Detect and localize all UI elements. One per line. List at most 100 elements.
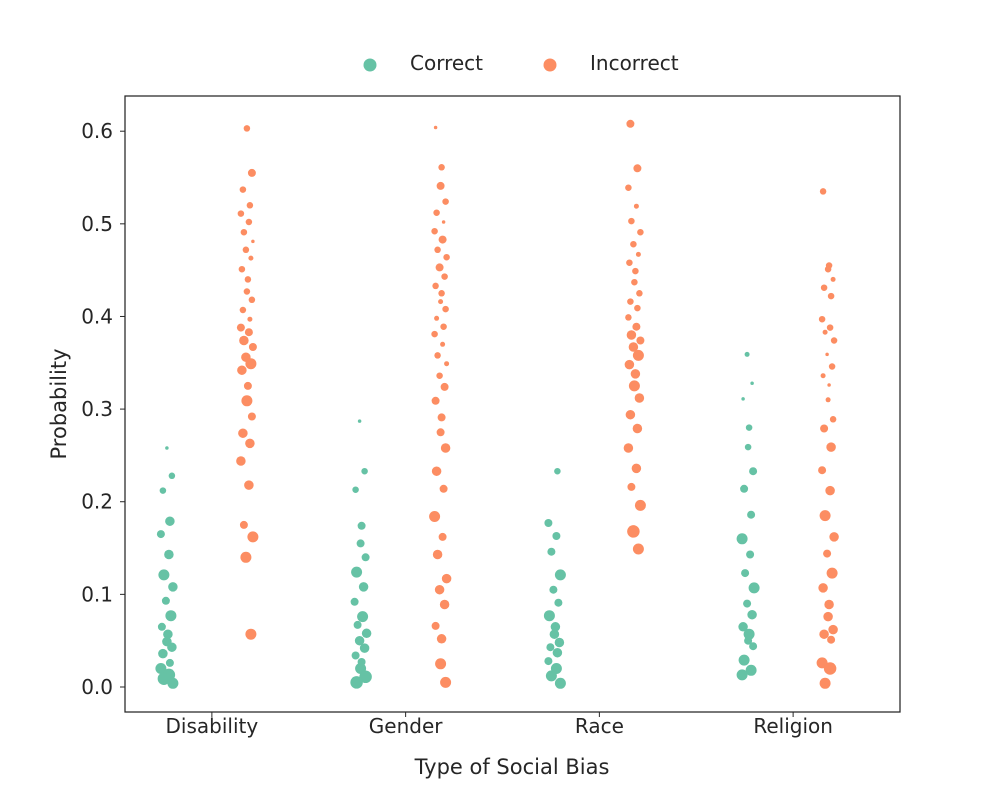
point-correct-religion — [747, 510, 756, 519]
point-correct-religion — [741, 397, 745, 401]
point-incorrect-disability — [240, 228, 248, 236]
point-correct-gender — [361, 467, 368, 475]
point-incorrect-disability — [240, 551, 252, 563]
point-incorrect-race — [634, 393, 645, 403]
point-incorrect-disability — [248, 296, 256, 304]
point-incorrect-race — [633, 203, 639, 209]
point-incorrect-disability — [243, 381, 252, 390]
point-correct-gender — [356, 539, 365, 548]
point-incorrect-religion — [823, 662, 837, 675]
point-incorrect-race — [637, 228, 644, 236]
point-correct-race — [554, 598, 563, 607]
point-correct-race — [554, 637, 565, 648]
point-incorrect-disability — [244, 480, 254, 490]
point-incorrect-disability — [236, 323, 245, 332]
point-incorrect-gender — [441, 573, 452, 584]
point-incorrect-religion — [826, 324, 834, 331]
point-incorrect-disability — [247, 412, 256, 421]
point-correct-race — [549, 629, 560, 639]
point-incorrect-race — [628, 217, 635, 225]
point-incorrect-race — [627, 298, 634, 305]
point-incorrect-disability — [245, 358, 257, 370]
point-incorrect-race — [627, 525, 640, 538]
point-incorrect-gender — [432, 282, 439, 290]
point-incorrect-race — [636, 290, 643, 297]
point-incorrect-religion — [830, 276, 836, 282]
point-incorrect-gender — [438, 164, 445, 171]
y-tick-label: 0.3 — [81, 397, 113, 421]
point-incorrect-disability — [239, 335, 249, 346]
point-incorrect-religion — [820, 284, 828, 291]
point-incorrect-gender — [431, 227, 438, 235]
point-incorrect-race — [632, 423, 643, 434]
point-incorrect-race — [636, 336, 645, 345]
plot-frame — [124, 95, 901, 713]
point-correct-religion — [743, 628, 755, 640]
point-incorrect-disability — [239, 306, 247, 314]
point-correct-disability — [155, 663, 167, 674]
point-incorrect-religion — [820, 424, 829, 433]
point-correct-religion — [738, 654, 750, 666]
point-incorrect-gender — [435, 658, 447, 670]
point-correct-race — [554, 569, 566, 581]
point-incorrect-gender — [436, 634, 447, 644]
point-incorrect-gender — [441, 220, 446, 224]
x-tick-label-gender: Gender — [369, 714, 443, 738]
legend-label-correct: Correct — [410, 51, 483, 75]
point-incorrect-race — [626, 119, 635, 128]
point-correct-gender — [352, 486, 359, 493]
point-incorrect-religion — [820, 373, 826, 379]
point-correct-religion — [740, 484, 749, 493]
point-correct-religion — [749, 467, 758, 476]
point-incorrect-religion — [818, 583, 828, 593]
point-correct-disability — [167, 677, 179, 689]
point-incorrect-gender — [440, 443, 451, 453]
point-incorrect-gender — [434, 352, 441, 359]
point-incorrect-religion — [824, 599, 834, 610]
point-incorrect-disability — [237, 210, 245, 217]
point-incorrect-race — [632, 543, 644, 555]
y-tick-label: 0.2 — [81, 490, 113, 514]
point-correct-gender — [358, 582, 369, 592]
point-correct-gender — [361, 628, 372, 639]
point-incorrect-gender — [434, 246, 441, 254]
point-incorrect-religion — [828, 624, 838, 635]
point-incorrect-disability — [246, 202, 254, 209]
point-correct-race — [550, 622, 561, 632]
point-incorrect-religion — [825, 352, 829, 357]
point-incorrect-race — [634, 304, 641, 312]
point-correct-religion — [736, 669, 748, 681]
point-correct-gender — [357, 521, 366, 530]
point-correct-race — [554, 677, 566, 689]
legend-marker-incorrect — [543, 58, 557, 72]
point-correct-religion — [746, 550, 755, 559]
point-incorrect-race — [632, 322, 641, 331]
point-incorrect-gender — [437, 413, 446, 422]
y-tick-label: 0.6 — [81, 119, 113, 143]
point-incorrect-gender — [438, 290, 445, 297]
point-incorrect-disability — [247, 316, 253, 322]
point-correct-disability — [167, 642, 177, 652]
point-incorrect-gender — [442, 198, 449, 205]
point-correct-disability — [165, 610, 177, 622]
point-incorrect-religion — [818, 315, 826, 323]
point-correct-race — [545, 670, 557, 682]
point-correct-disability — [164, 549, 174, 560]
point-correct-gender — [359, 643, 370, 653]
point-correct-disability — [165, 446, 169, 450]
point-incorrect-religion — [822, 329, 828, 335]
point-incorrect-religion — [829, 532, 839, 542]
point-incorrect-disability — [251, 239, 255, 244]
point-incorrect-disability — [248, 255, 254, 261]
point-correct-religion — [747, 609, 757, 620]
point-incorrect-religion — [819, 510, 831, 522]
point-incorrect-gender — [431, 396, 440, 405]
point-correct-race — [543, 610, 555, 622]
point-correct-gender — [354, 635, 365, 646]
point-incorrect-religion — [825, 397, 831, 403]
x-tick-label-disability: Disability — [166, 714, 259, 738]
point-incorrect-disability — [237, 365, 247, 375]
point-correct-disability — [168, 472, 176, 480]
point-incorrect-race — [631, 278, 638, 286]
